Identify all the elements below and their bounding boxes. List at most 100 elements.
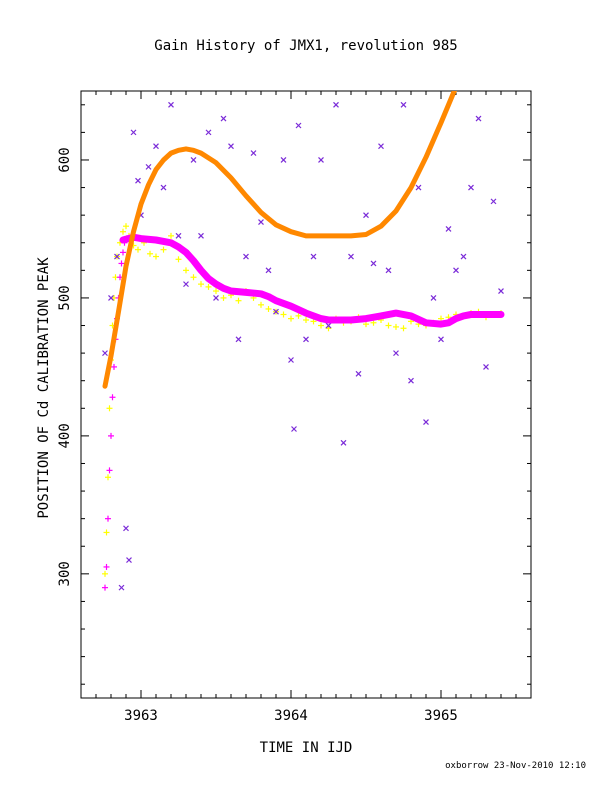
series-1-point [198, 232, 204, 239]
series-1-point [273, 308, 279, 315]
series-0-point [160, 246, 167, 253]
series-1-point [118, 584, 125, 591]
series-0-point [198, 281, 204, 288]
series-1-point [126, 557, 132, 563]
series-1-point [145, 163, 152, 170]
series-2-point [105, 515, 111, 522]
series-0-point [135, 246, 141, 253]
series-1-point [291, 426, 297, 432]
series-1-point [213, 295, 219, 301]
series-1-point [205, 129, 212, 136]
series-1-point [228, 143, 234, 150]
series-1-point [325, 322, 332, 329]
series-1-point [288, 357, 294, 363]
series-1-point [102, 350, 108, 357]
series-0-point [153, 253, 159, 260]
series-1-point [295, 122, 302, 129]
series-1-point [468, 184, 474, 191]
series-1-point [153, 143, 159, 150]
series-1-point [123, 525, 129, 532]
series-2-point [120, 249, 126, 256]
series-2-point [102, 584, 108, 591]
x-axis-label: TIME IN IJD [259, 740, 353, 756]
series-0-point [190, 274, 197, 281]
series-1-point [340, 439, 347, 446]
series-1-point [438, 336, 444, 343]
series-1-point [408, 377, 414, 384]
series-0-point [147, 250, 153, 257]
series-1-point [258, 219, 264, 225]
series-1-point [460, 253, 467, 260]
series-2-point [118, 260, 125, 267]
x-tick-label: 3965 [424, 708, 458, 724]
series-1-point [453, 267, 459, 274]
y-tick-label: 600 [57, 147, 73, 172]
series-0-point [168, 232, 174, 239]
series-0-point [258, 301, 264, 308]
series-1-point [355, 370, 362, 377]
series-1-point [108, 295, 114, 301]
series-1-point [445, 226, 452, 232]
series-4-line [102, 91, 457, 389]
series-2-point [111, 363, 117, 370]
series-0-point [318, 322, 324, 329]
y-tick-label: 300 [57, 561, 73, 586]
series-3-line [119, 233, 505, 328]
series-0-point [363, 321, 369, 328]
series-1-point [483, 363, 489, 370]
series-0-point [385, 322, 392, 329]
series-1-point [160, 184, 167, 191]
series-1-point [265, 267, 272, 274]
series-0-point [120, 228, 126, 235]
y-tick-label: 500 [57, 285, 73, 310]
series-0-point [235, 297, 242, 304]
series-1-point [490, 198, 497, 205]
series-2-point [106, 467, 113, 474]
x-tick-label: 3963 [124, 708, 158, 724]
series-0-point [400, 325, 407, 332]
series-0-point [102, 570, 108, 577]
y-axis-label-text: POSITION OF Cd CALIBRATION PEAK [36, 257, 52, 519]
series-0-point [288, 315, 294, 322]
series-1-point [378, 143, 384, 150]
series-0-point [183, 267, 189, 274]
series-0-point [295, 312, 302, 319]
series-1-point [385, 267, 392, 274]
series-1-point [310, 253, 317, 260]
axes: 3963 3964 3965 300 400 500 600 [57, 91, 532, 724]
series-0-point [105, 474, 111, 481]
series-1-point [250, 150, 257, 157]
series-1-point [114, 253, 120, 260]
series-1-point [430, 295, 437, 301]
series-0-point [123, 223, 129, 230]
series-1-point [423, 419, 429, 426]
series-1-point [243, 253, 249, 260]
series-0-point [175, 256, 182, 263]
footer-credit: oxborrow 23-Nov-2010 12:10 [445, 761, 586, 771]
series-1-point [190, 157, 197, 163]
series-2-point [108, 432, 114, 439]
series-0-point [303, 317, 309, 324]
series-1-point [303, 336, 309, 343]
series-1-point [130, 129, 137, 136]
series-0-point [265, 305, 272, 312]
series-1-point [475, 115, 482, 122]
chart-title: Gain History of JMX1, revolution 985 [154, 38, 458, 54]
series-1-point [415, 184, 422, 191]
series-2-point [103, 563, 110, 570]
series-0-point [280, 311, 287, 318]
y-tick-label: 400 [57, 423, 73, 448]
chart-marks [102, 91, 505, 591]
series-1-point [280, 157, 287, 163]
series-1-point [318, 157, 324, 163]
x-tick-label: 3964 [274, 708, 308, 724]
series-0-point [213, 288, 219, 295]
series-1-point [135, 177, 141, 184]
series-1-point [235, 336, 242, 343]
series-1-point [348, 253, 354, 260]
series-0-point [205, 283, 212, 290]
series-2-point [109, 394, 116, 401]
series-1-point [370, 260, 377, 267]
series-0-point [106, 405, 113, 412]
